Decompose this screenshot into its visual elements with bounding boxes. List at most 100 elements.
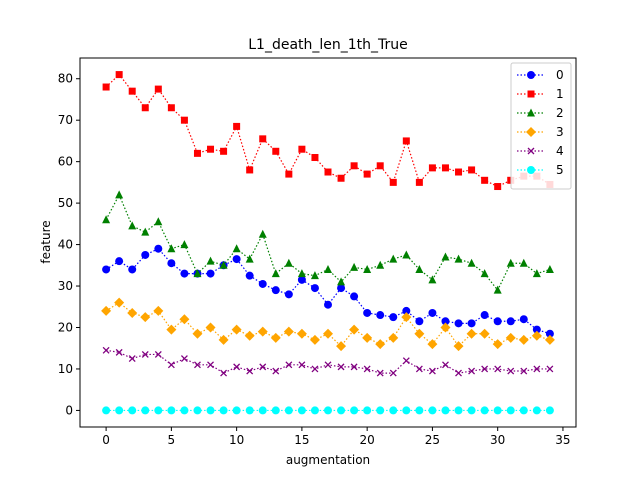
series-3-point bbox=[505, 332, 516, 343]
series-5-point bbox=[219, 406, 228, 415]
series-5-point bbox=[128, 406, 137, 415]
y-tick-label: 50 bbox=[58, 196, 73, 210]
plot-area bbox=[101, 71, 555, 415]
series-3-point bbox=[453, 341, 464, 352]
series-4-point bbox=[481, 365, 489, 373]
series-2-point bbox=[232, 244, 241, 253]
series-0-point bbox=[154, 244, 163, 253]
series-5-point bbox=[402, 406, 411, 415]
series-2-point bbox=[493, 285, 502, 294]
legend-label-2: 2 bbox=[556, 106, 564, 120]
series-4-point bbox=[154, 350, 162, 358]
series-3-point bbox=[114, 297, 125, 308]
series-3-point bbox=[544, 334, 555, 345]
y-tick-label: 60 bbox=[58, 155, 73, 169]
series-3-point bbox=[257, 326, 268, 337]
series-4-point bbox=[167, 361, 175, 369]
series-4-point bbox=[376, 369, 384, 377]
series-1-point bbox=[272, 147, 280, 155]
series-0-point bbox=[232, 255, 241, 264]
series-0-point bbox=[350, 292, 359, 301]
series-1-point bbox=[141, 104, 149, 112]
series-3-point bbox=[518, 334, 529, 345]
plot-frame bbox=[79, 57, 577, 428]
series-0-point bbox=[389, 313, 398, 322]
series-3-point bbox=[309, 334, 320, 345]
series-4-point bbox=[298, 361, 306, 369]
series-5-point bbox=[415, 406, 424, 415]
series-0-point bbox=[467, 319, 476, 328]
series-0-point bbox=[245, 271, 254, 280]
series-2-point bbox=[415, 264, 424, 273]
series-5-point bbox=[480, 406, 489, 415]
chart-title: L1_death_len_1th_True bbox=[248, 37, 408, 53]
series-3-point bbox=[440, 322, 451, 333]
series-2-point bbox=[128, 221, 137, 230]
series-1-point bbox=[337, 174, 345, 182]
series-1-point bbox=[193, 149, 201, 157]
series-0-point bbox=[506, 317, 515, 326]
series-5-point bbox=[180, 406, 189, 415]
series-2-point bbox=[258, 229, 267, 238]
legend-marker-1 bbox=[527, 90, 535, 98]
series-2-point bbox=[297, 269, 306, 278]
series-0-point bbox=[284, 290, 293, 299]
series-3-point bbox=[323, 328, 333, 339]
series-2-point bbox=[402, 250, 411, 259]
series-4-point bbox=[194, 361, 201, 369]
y-tick-label: 20 bbox=[58, 320, 73, 334]
series-1-point bbox=[324, 168, 332, 176]
series-5-point bbox=[297, 406, 306, 415]
y-tick-label: 80 bbox=[58, 72, 73, 86]
series-0-point bbox=[271, 286, 280, 295]
series-5-point bbox=[258, 406, 267, 415]
series-4-point bbox=[507, 367, 515, 375]
series-4-point bbox=[102, 346, 110, 354]
series-4-point bbox=[246, 367, 254, 375]
series-0-point bbox=[180, 269, 189, 278]
series-1-point bbox=[389, 178, 397, 186]
series-0-point bbox=[297, 275, 306, 284]
series-3-point bbox=[466, 328, 477, 339]
legend-marker-4 bbox=[527, 147, 535, 155]
legend-marker-5 bbox=[527, 166, 535, 174]
x-axis-label: augmentation bbox=[286, 453, 370, 467]
series-5-point bbox=[115, 406, 124, 415]
series-0-point bbox=[532, 325, 541, 334]
x-axis: 0 5 10 15 20 25 30 35 bbox=[102, 427, 571, 447]
series-2-point bbox=[245, 254, 254, 263]
legend-marker-3 bbox=[526, 127, 536, 137]
series-4-point bbox=[128, 355, 136, 363]
series-2-point bbox=[102, 215, 111, 224]
series-5-point bbox=[141, 406, 150, 415]
series-0-point bbox=[480, 311, 489, 320]
series-2-point bbox=[480, 269, 489, 278]
series-1-point bbox=[494, 183, 502, 191]
series-3-point bbox=[492, 339, 503, 350]
series-5-point bbox=[389, 406, 398, 415]
legend-label-1: 1 bbox=[556, 87, 564, 101]
series-3-point bbox=[205, 322, 216, 333]
series-0-point bbox=[102, 265, 111, 274]
series-1-point bbox=[220, 147, 228, 155]
series-1-point bbox=[102, 83, 110, 91]
series-1-point bbox=[259, 135, 267, 143]
series-5-point bbox=[154, 406, 163, 415]
legend-label-3: 3 bbox=[556, 125, 564, 139]
series-2-point bbox=[376, 260, 385, 269]
series-1-point bbox=[167, 104, 175, 112]
series-5-point bbox=[363, 406, 372, 415]
series-3-point bbox=[362, 332, 373, 343]
series-2-point bbox=[284, 258, 293, 267]
series-5-point bbox=[102, 406, 111, 415]
series-5-point bbox=[193, 406, 202, 415]
series-0-point bbox=[141, 250, 150, 259]
series-0-point bbox=[402, 306, 411, 315]
legend-marker-0 bbox=[527, 71, 535, 79]
series-3-point bbox=[101, 305, 112, 316]
series-1-point bbox=[481, 176, 489, 184]
series-4-point bbox=[141, 350, 149, 358]
legend: 0 1 2 3 4 5 bbox=[510, 62, 572, 190]
series-2-point bbox=[337, 277, 346, 286]
